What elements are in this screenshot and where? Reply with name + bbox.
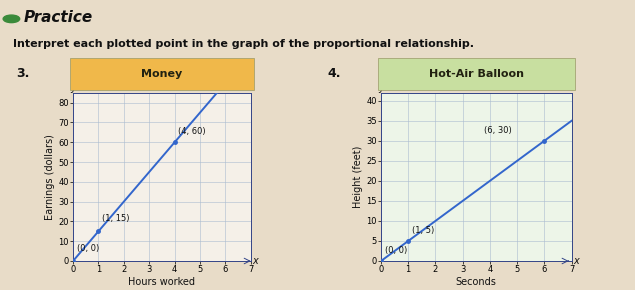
- X-axis label: Hours worked: Hours worked: [128, 277, 196, 287]
- Text: (0, 0): (0, 0): [385, 246, 407, 255]
- Text: 3.: 3.: [16, 68, 29, 80]
- Text: (1, 15): (1, 15): [102, 214, 130, 223]
- Text: (6, 30): (6, 30): [485, 126, 512, 135]
- Y-axis label: Earnings (dollars): Earnings (dollars): [46, 134, 55, 220]
- Text: x: x: [253, 256, 258, 266]
- Text: (0, 0): (0, 0): [77, 244, 99, 253]
- Text: y: y: [70, 83, 76, 93]
- Text: Interpret each plotted point in the graph of the proportional relationship.: Interpret each plotted point in the grap…: [13, 39, 474, 49]
- Text: (1, 5): (1, 5): [412, 226, 434, 235]
- Text: 4.: 4.: [327, 68, 340, 80]
- Text: x: x: [573, 256, 579, 266]
- Text: Money: Money: [142, 69, 182, 79]
- Text: Practice: Practice: [24, 10, 93, 25]
- Text: y: y: [378, 83, 384, 93]
- Y-axis label: Height (feet): Height (feet): [354, 146, 363, 208]
- Text: Hot-Air Balloon: Hot-Air Balloon: [429, 69, 524, 79]
- Text: (4, 60): (4, 60): [178, 127, 206, 136]
- X-axis label: Seconds: Seconds: [456, 277, 497, 287]
